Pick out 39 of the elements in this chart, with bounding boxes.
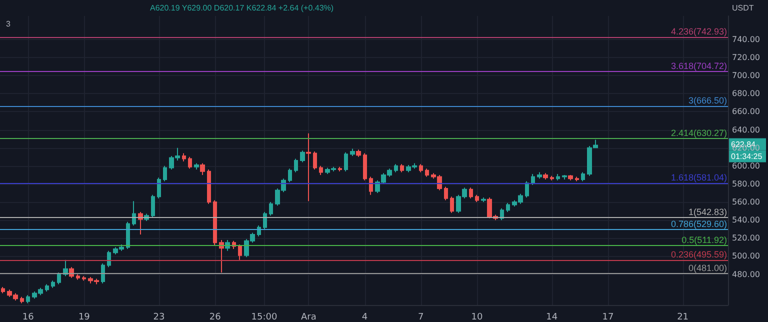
x-tick-label: Ara bbox=[300, 312, 316, 322]
x-tick-label: 16 bbox=[22, 312, 34, 322]
x-tick-label: 26 bbox=[209, 312, 222, 322]
ref-line-label: 3(666.50) bbox=[688, 95, 727, 106]
y-tick-label: 540.00 bbox=[732, 216, 760, 225]
x-tick-label: 7 bbox=[418, 312, 424, 322]
y-tick-label: 680.00 bbox=[732, 89, 760, 98]
y-tick-label: 600.00 bbox=[732, 161, 760, 170]
text: A620.19 Y629.00 D620.17 K622.84 +2.64 (+0.43%) bbox=[150, 4, 334, 12]
ref-line-label: 4.236(742.93) bbox=[670, 26, 727, 36]
x-tick-label: 15:00 bbox=[251, 312, 278, 322]
ref-line-label: 0(481.00) bbox=[688, 262, 727, 273]
y-tick-label: 720.00 bbox=[732, 53, 760, 62]
ref-line-label: 0.236(495.59) bbox=[670, 250, 727, 260]
x-tick-label: 4 bbox=[362, 312, 368, 322]
annotation: 3 bbox=[6, 20, 11, 28]
x-tick-label: 21 bbox=[677, 312, 689, 322]
text: 01:34:25 bbox=[731, 152, 763, 161]
ref-line-label: 1.618(581.04) bbox=[670, 172, 727, 183]
x-tick-label: 17 bbox=[602, 312, 614, 322]
y-tick-label: 700.00 bbox=[732, 71, 760, 80]
x-tick-label: 14 bbox=[546, 312, 558, 322]
y-axis-title: USDT bbox=[732, 4, 754, 12]
ref-line-label: 2.414(630.27) bbox=[670, 128, 727, 138]
y-tick-label: 640.00 bbox=[732, 125, 760, 134]
x-tick-label: 19 bbox=[78, 312, 90, 322]
y-tick-label: 740.00 bbox=[732, 34, 760, 44]
ref-line-label: 0.786(529.60) bbox=[670, 219, 727, 229]
ref-line-label: 3.618(704.72) bbox=[670, 60, 727, 71]
x-tick-label: 23 bbox=[153, 312, 165, 322]
ref-line-label: 1(542.83) bbox=[688, 207, 727, 218]
ref-line-label: 0.5(511.92) bbox=[682, 234, 727, 245]
y-tick-label: 560.00 bbox=[732, 198, 760, 207]
y-tick-label: 660.00 bbox=[732, 107, 760, 116]
y-tick-label: 500.00 bbox=[732, 252, 760, 261]
y-tick-label: 580.00 bbox=[732, 179, 760, 188]
y-tick-label: 480.00 bbox=[732, 270, 760, 279]
y-tick-label: 520.00 bbox=[732, 234, 760, 243]
x-tick-label: 10 bbox=[471, 312, 484, 322]
